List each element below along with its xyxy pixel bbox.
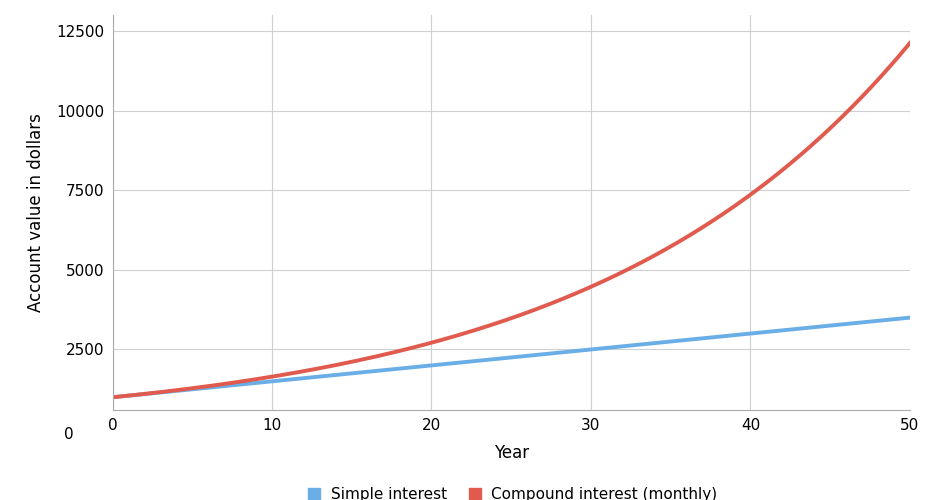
Text: 0: 0 xyxy=(64,426,74,442)
Simple interest xyxy=(248,380,259,386)
Line: Compound interest (monthly): Compound interest (monthly) xyxy=(113,43,910,398)
Simple interest xyxy=(707,334,719,340)
Simple interest xyxy=(468,358,479,364)
Simple interest xyxy=(107,394,118,400)
Compound interest (monthly) xyxy=(707,218,719,224)
Compound interest (monthly) xyxy=(904,40,915,46)
Compound interest (monthly) xyxy=(640,258,651,264)
Line: Simple interest: Simple interest xyxy=(113,318,910,398)
Compound interest (monthly) xyxy=(312,366,324,372)
Compound interest (monthly) xyxy=(107,394,118,400)
Y-axis label: Account value in dollars: Account value in dollars xyxy=(27,113,45,312)
Compound interest (monthly) xyxy=(577,288,588,294)
Compound interest (monthly) xyxy=(248,376,259,382)
Simple interest xyxy=(312,374,324,380)
X-axis label: Year: Year xyxy=(493,444,529,462)
Legend: Simple interest, Compound interest (monthly): Simple interest, Compound interest (mont… xyxy=(299,481,723,500)
Simple interest xyxy=(904,314,915,320)
Simple interest xyxy=(640,341,651,347)
Simple interest xyxy=(577,348,588,354)
Compound interest (monthly) xyxy=(468,328,479,334)
